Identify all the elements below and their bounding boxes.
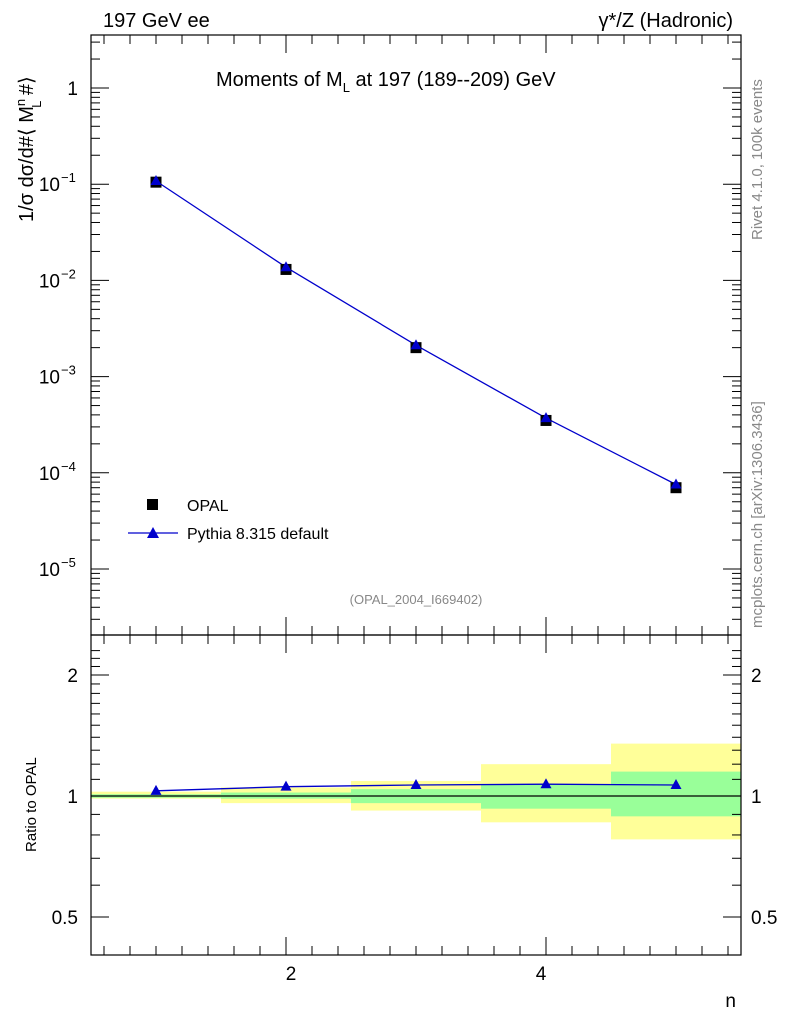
- top-y-tick-label: 10: [39, 368, 60, 389]
- bottom-panel-ticks: [91, 635, 741, 955]
- legend-data-label: OPAL: [187, 498, 229, 515]
- top-y-tick-label: 10: [39, 271, 60, 292]
- top-y-tick-label: 10: [39, 464, 60, 485]
- ratio-bands: [91, 743, 741, 840]
- top-y-tick-label: 1: [67, 79, 78, 100]
- mc-point-pythia: [150, 174, 162, 185]
- ratio-tick-label-2: 2: [67, 666, 78, 687]
- ratio-series-group: [150, 778, 682, 795]
- top-panel-ticks: [91, 35, 741, 635]
- ratio-mc-point: [150, 784, 162, 795]
- x-tick-label-2: 2: [286, 964, 297, 985]
- x-tick-label-4: 4: [536, 964, 547, 985]
- mc-point-pythia: [670, 478, 682, 489]
- ratio-tick-label-right-2: 2: [751, 666, 762, 687]
- ratio-tick-label-1: 1: [67, 787, 78, 808]
- ratio-y-axis-label: Ratio to OPAL: [23, 757, 40, 852]
- top-series-group: [150, 174, 682, 494]
- mc-line: [155, 180, 677, 486]
- header-right: γ*/Z (Hadronic): [599, 10, 733, 32]
- top-y-tick-exponent: −5: [61, 555, 76, 570]
- legend-mc-marker: [147, 527, 159, 538]
- ratio-mc-point: [410, 779, 422, 790]
- ratio-tick-label-right-0-5: 0.5: [751, 908, 777, 929]
- plot-title: Moments of ML at 197 (189--209) GeV: [216, 69, 556, 95]
- top-y-tick-label: 10: [39, 175, 60, 196]
- header-left: 197 GeV ee: [103, 10, 210, 32]
- top-y-tick-exponent: −1: [61, 170, 76, 185]
- legend-data-marker: [147, 499, 158, 510]
- top-panel-y-tick-labels: 110−110−210−310−410−5: [39, 79, 78, 581]
- top-y-tick-exponent: −3: [61, 363, 76, 378]
- ratio-mc-point: [280, 780, 292, 791]
- mc-point-pythia: [540, 412, 552, 423]
- x-axis-label: n: [725, 991, 736, 1012]
- top-y-axis-label: 1/σ dσ/d#⟨ MnL #⟩: [13, 76, 44, 222]
- analysis-id: (OPAL_2004_I669402): [350, 592, 483, 607]
- rivet-version: Rivet 4.1.0, 100k events: [749, 79, 766, 240]
- mcplots-reference: mcplots.cern.ch [arXiv:1306.3436]: [749, 401, 766, 628]
- top-y-tick-exponent: −4: [61, 459, 76, 474]
- ratio-band-inner: [611, 771, 741, 817]
- top-panel-frame: [90, 34, 742, 636]
- top-y-tick-exponent: −2: [61, 266, 76, 281]
- ratio-tick-label-0-5: 0.5: [52, 908, 78, 929]
- top-y-tick-label: 10: [39, 560, 60, 581]
- legend-mc-label: Pythia 8.315 default: [187, 526, 329, 543]
- ratio-tick-label-right-1: 1: [751, 787, 762, 808]
- mc-point-pythia: [280, 261, 292, 272]
- ratio-mc-point: [540, 778, 552, 789]
- ratio-mc-point: [670, 779, 682, 790]
- mc-point-pythia: [410, 339, 422, 350]
